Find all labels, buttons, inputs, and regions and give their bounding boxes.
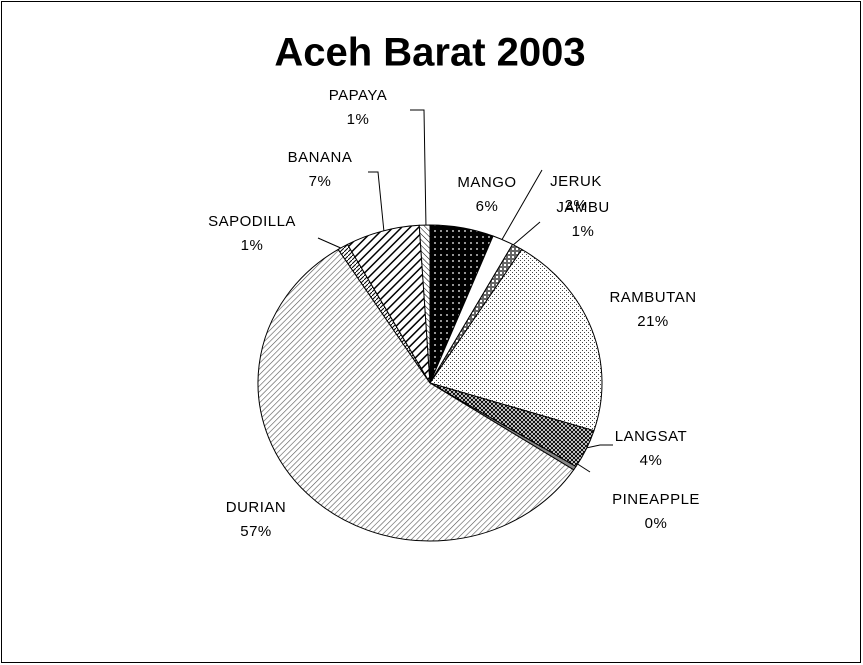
slice-value-label: 2% xyxy=(565,197,588,214)
slice-value-label: 57% xyxy=(240,523,272,540)
slice-label: PINEAPPLE xyxy=(612,491,700,508)
pie-slice xyxy=(257,248,575,542)
slice-label: RAMBUTAN xyxy=(609,289,696,306)
pie-slice xyxy=(429,248,603,432)
chart-title: Aceh Barat 2003 xyxy=(274,31,585,75)
slice-value-label: 0% xyxy=(645,515,668,532)
slice-label: MANGO xyxy=(457,174,516,191)
slice-label: JERUK xyxy=(550,173,602,190)
slice-value-label: 21% xyxy=(637,313,669,330)
slice-value-label: 1% xyxy=(347,111,370,128)
slice-label: DURIAN xyxy=(226,499,287,516)
slice-label: LANGSAT xyxy=(615,428,687,445)
slice-value-label: 7% xyxy=(309,173,332,190)
leader-lines xyxy=(317,109,613,473)
slice-label: JAMBU xyxy=(556,199,609,216)
slice-label: BANANA xyxy=(288,149,353,166)
slice-value-label: 6% xyxy=(476,198,499,215)
slice-label: SAPODILLA xyxy=(208,213,296,230)
slice-value-label: 1% xyxy=(241,237,264,254)
pie-slice xyxy=(418,224,431,384)
slice-value-label: 1% xyxy=(572,223,595,240)
slice-value-label: 4% xyxy=(640,452,663,469)
slice-label: PAPAYA xyxy=(329,87,388,104)
